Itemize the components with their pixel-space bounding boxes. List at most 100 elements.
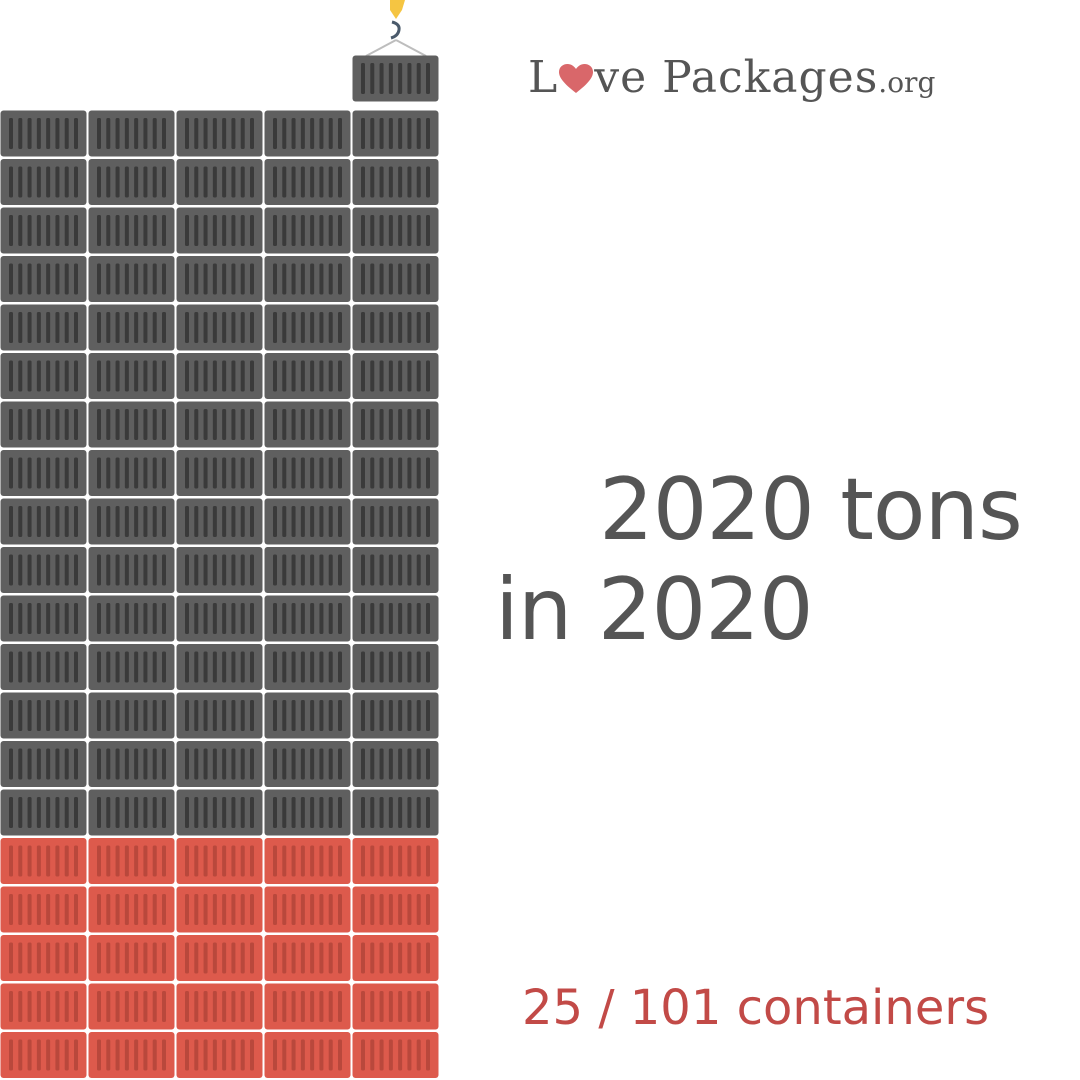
crane-hook-icon <box>365 0 427 57</box>
container <box>176 110 263 157</box>
container <box>0 644 87 690</box>
container <box>176 207 263 254</box>
container-filled <box>264 983 351 1030</box>
container <box>264 207 351 254</box>
container-filled <box>88 1032 175 1078</box>
headline-line-2: in 2020 <box>495 560 814 660</box>
container <box>352 741 439 787</box>
container <box>0 110 87 157</box>
container <box>352 450 439 496</box>
container <box>264 450 351 496</box>
container <box>264 741 351 787</box>
container-filled <box>0 1032 87 1078</box>
container-filled <box>88 935 175 981</box>
container <box>176 353 263 399</box>
container-filled <box>176 935 263 981</box>
container <box>352 159 439 205</box>
container <box>176 595 263 642</box>
container-filled <box>264 935 351 981</box>
logo-text-end: ve Packages <box>594 52 879 103</box>
container-filled <box>352 935 439 981</box>
container <box>0 159 87 205</box>
container <box>0 789 87 836</box>
container <box>352 644 439 690</box>
container <box>176 741 263 787</box>
container <box>88 547 175 593</box>
container <box>352 401 439 448</box>
container <box>0 547 87 593</box>
container <box>0 595 87 642</box>
container-filled <box>0 935 87 981</box>
container-filled <box>88 886 175 933</box>
container-filled <box>0 886 87 933</box>
container <box>264 498 351 545</box>
container-filled <box>176 1032 263 1078</box>
container-filled <box>352 983 439 1030</box>
container <box>88 401 175 448</box>
container <box>176 547 263 593</box>
container <box>176 401 263 448</box>
container <box>352 498 439 545</box>
container-filled <box>88 983 175 1030</box>
container <box>88 692 175 739</box>
container <box>88 644 175 690</box>
container-filled <box>264 838 351 884</box>
container <box>88 207 175 254</box>
container <box>352 55 439 102</box>
container <box>176 644 263 690</box>
container-filled <box>264 886 351 933</box>
container-filled <box>176 838 263 884</box>
container-filled <box>176 886 263 933</box>
container <box>352 353 439 399</box>
container <box>264 256 351 302</box>
container <box>264 304 351 351</box>
container <box>88 450 175 496</box>
container-filled <box>88 838 175 884</box>
logo-text-start: L <box>528 52 559 103</box>
container <box>264 401 351 448</box>
container-counter: 25 / 101 containers <box>522 980 990 1036</box>
headline: 2020 tons in 2020 <box>495 460 1055 660</box>
container <box>176 256 263 302</box>
container <box>88 595 175 642</box>
container <box>88 304 175 351</box>
container-filled <box>352 1032 439 1078</box>
container <box>176 450 263 496</box>
container <box>264 692 351 739</box>
logo-suffix: .org <box>878 66 936 99</box>
container <box>264 644 351 690</box>
container-filled <box>0 983 87 1030</box>
container <box>88 741 175 787</box>
container <box>264 353 351 399</box>
container <box>352 692 439 739</box>
container <box>176 498 263 545</box>
container-filled <box>176 983 263 1030</box>
container-stack <box>0 0 439 1078</box>
container <box>264 547 351 593</box>
container <box>0 741 87 787</box>
container <box>88 498 175 545</box>
container <box>176 159 263 205</box>
container <box>0 450 87 496</box>
container <box>352 110 439 157</box>
container <box>88 256 175 302</box>
container <box>264 789 351 836</box>
heart-icon <box>559 64 594 93</box>
container-filled <box>264 1032 351 1078</box>
container <box>264 110 351 157</box>
container <box>264 595 351 642</box>
container <box>0 692 87 739</box>
container-filled <box>0 838 87 884</box>
container <box>0 353 87 399</box>
container <box>264 159 351 205</box>
container <box>88 353 175 399</box>
container <box>88 159 175 205</box>
container <box>352 789 439 836</box>
container <box>352 256 439 302</box>
container <box>352 207 439 254</box>
container <box>0 256 87 302</box>
container <box>352 547 439 593</box>
container <box>352 595 439 642</box>
container <box>176 789 263 836</box>
